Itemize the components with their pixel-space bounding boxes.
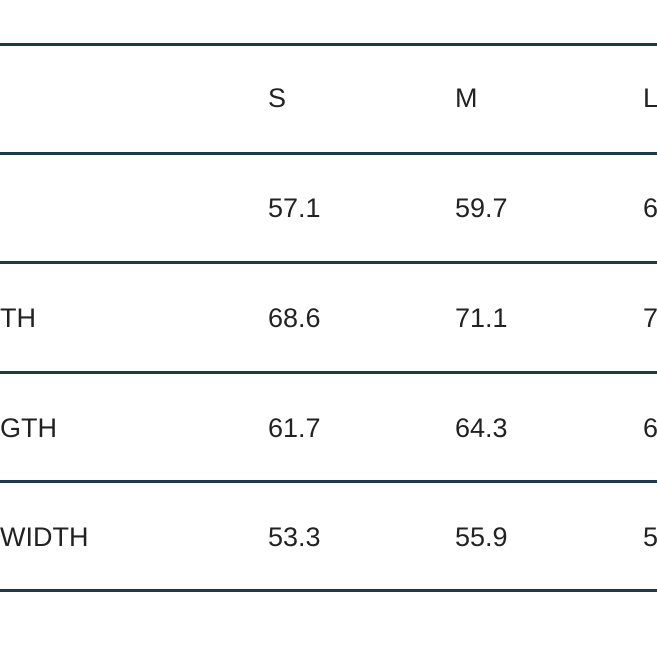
- size-value: 61.7: [268, 413, 321, 443]
- row-label: TH: [0, 303, 36, 333]
- column-header: S: [268, 83, 287, 113]
- row-divider: [0, 261, 657, 264]
- size-value: 64.3: [455, 413, 508, 443]
- row-label: GTH: [0, 413, 57, 443]
- row-divider: [0, 152, 657, 155]
- row-divider: [0, 43, 657, 46]
- size-value: 57.1: [268, 193, 321, 223]
- column-header: L: [643, 83, 657, 113]
- size-value: 53.3: [268, 522, 321, 552]
- size-value: 5: [643, 522, 657, 552]
- size-value: 59.7: [455, 193, 508, 223]
- size-value: 68.6: [268, 303, 321, 333]
- size-value: 6: [643, 413, 657, 443]
- row-divider: [0, 480, 657, 483]
- row-divider: [0, 589, 657, 592]
- size-value: 7: [643, 303, 657, 333]
- column-header: M: [455, 83, 478, 113]
- row-divider: [0, 371, 657, 374]
- size-value: 71.1: [455, 303, 508, 333]
- row-label: WIDTH: [0, 522, 89, 552]
- size-value: 55.9: [455, 522, 508, 552]
- size-value: 6: [643, 193, 657, 223]
